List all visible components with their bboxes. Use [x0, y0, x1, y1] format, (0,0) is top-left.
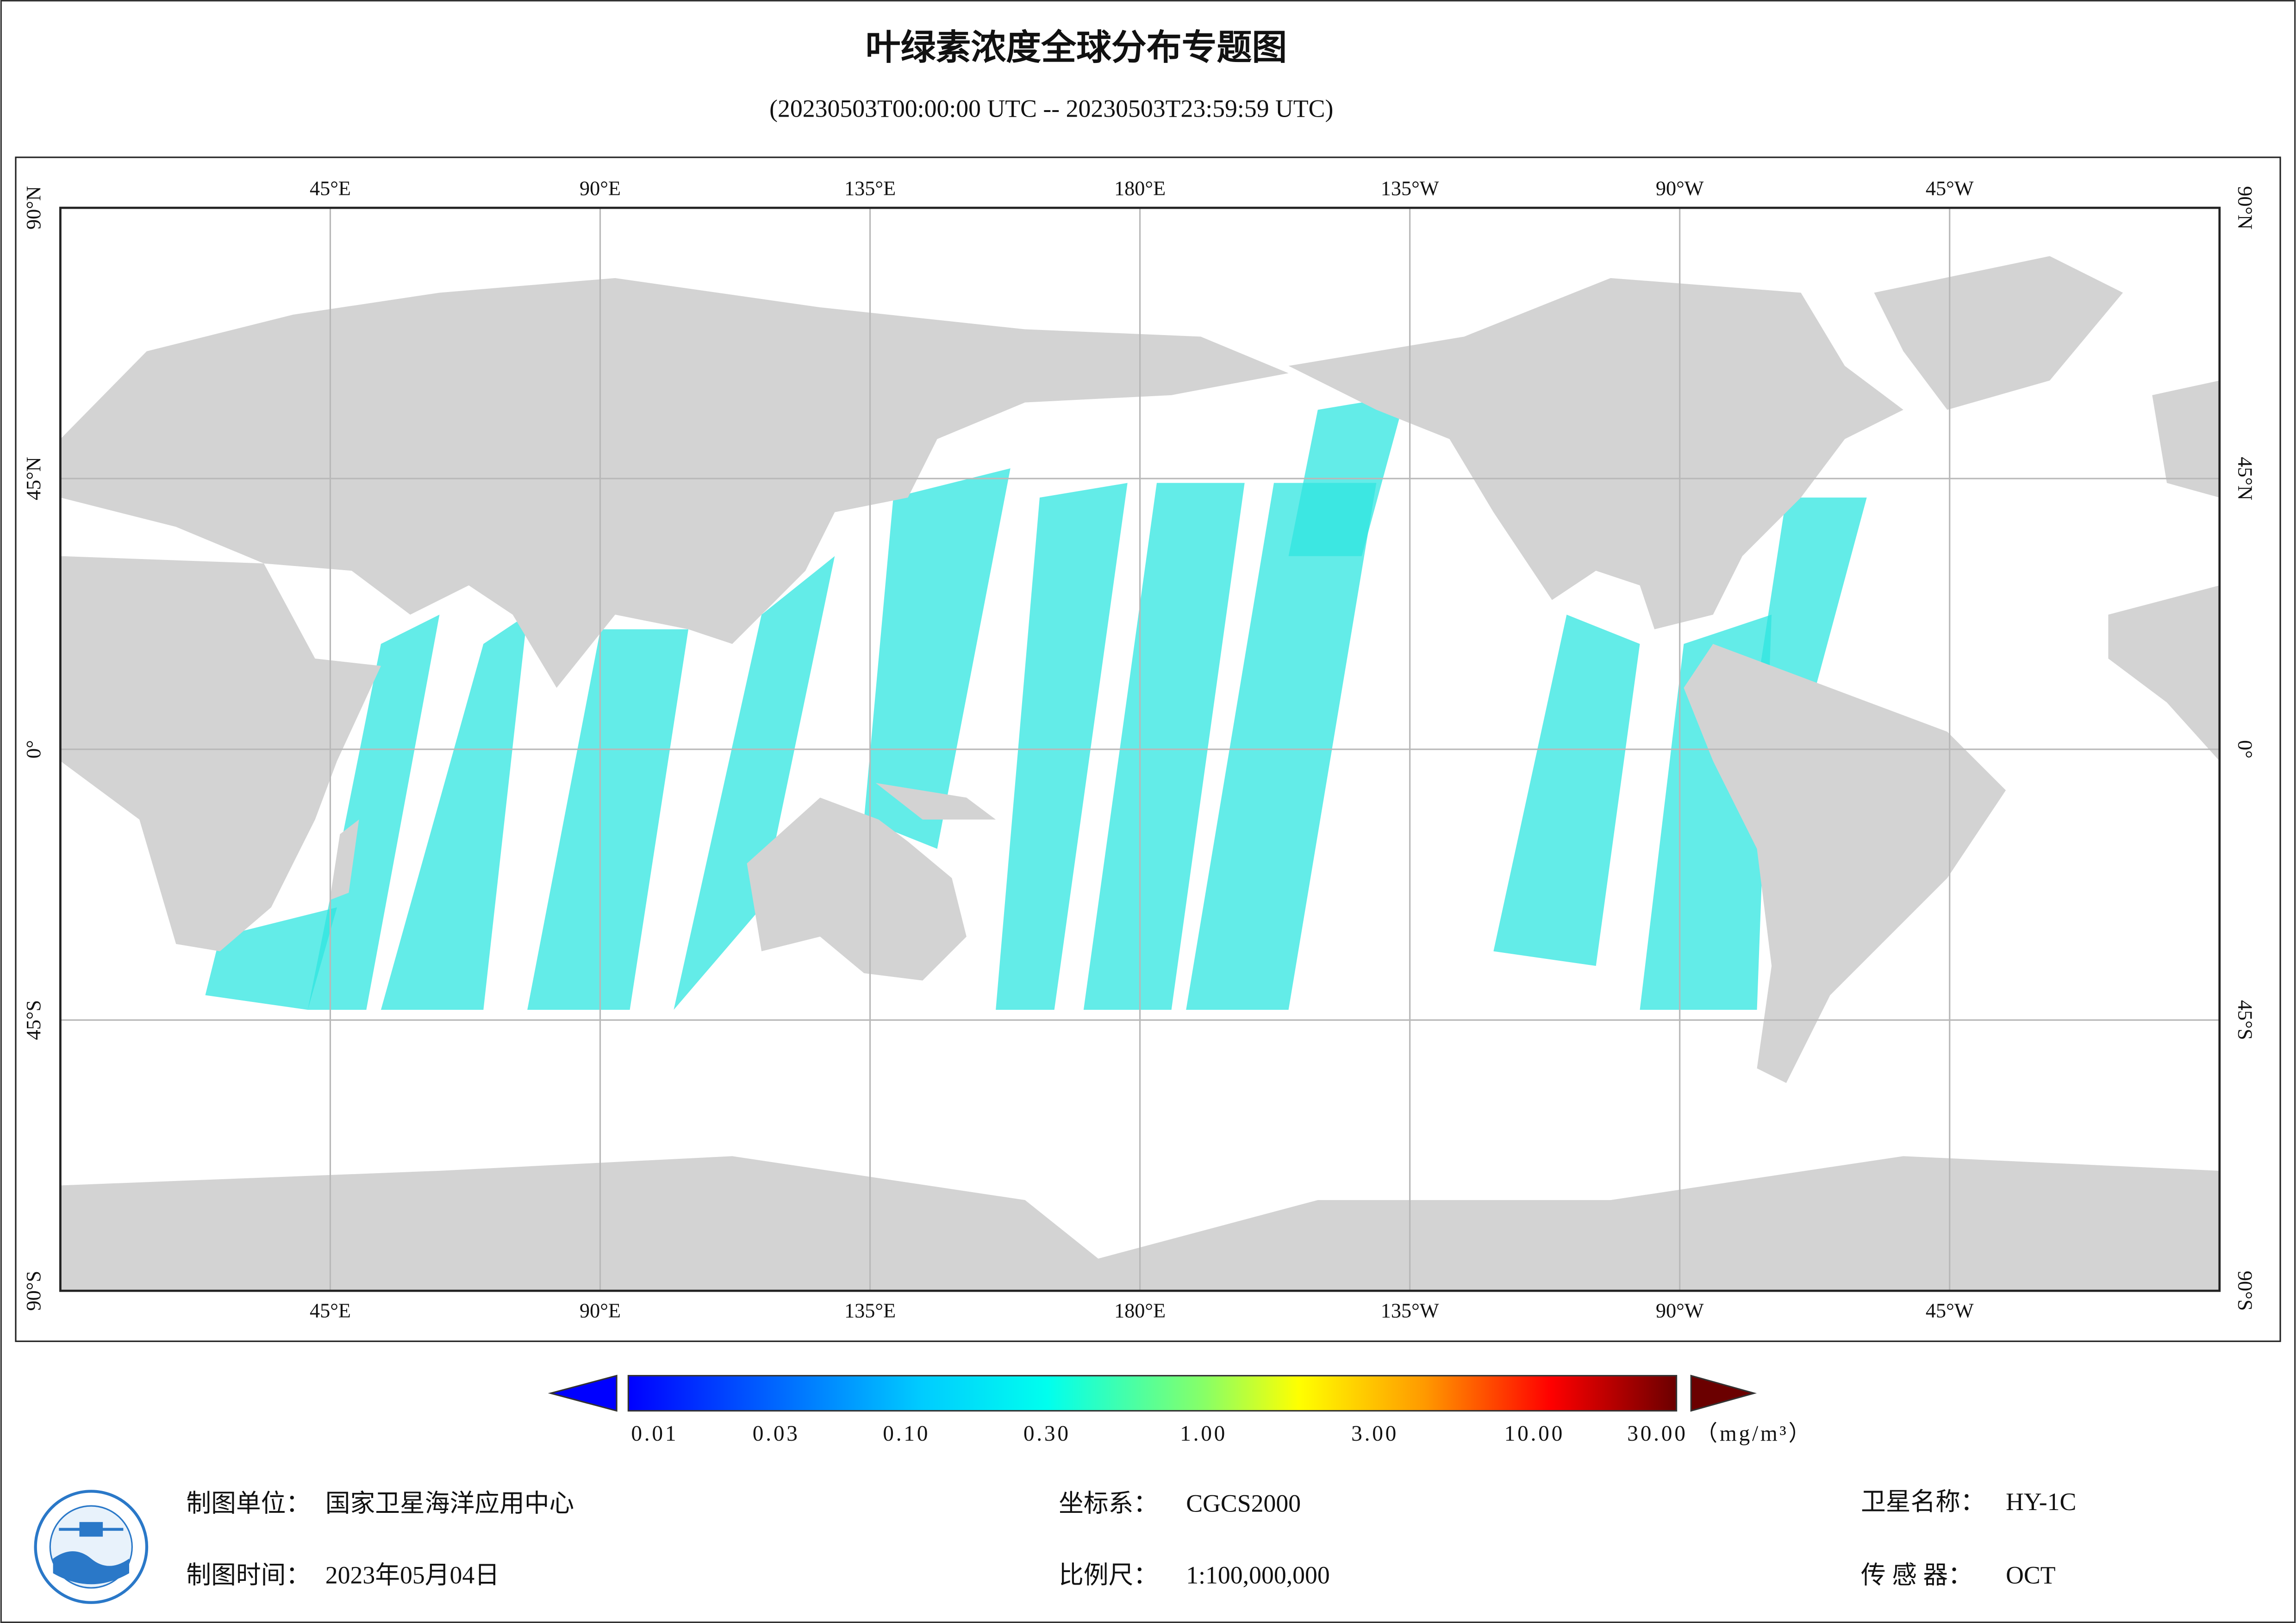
lon-label-top: 45°W — [1926, 177, 1974, 199]
new-guinea — [875, 783, 996, 820]
swath — [527, 629, 689, 1010]
lat-label-left: 45°S — [22, 1000, 45, 1040]
lon-label-bottom: 45°E — [310, 1300, 351, 1322]
colorbar-tick-label: 10.00 — [1504, 1422, 1565, 1446]
lon-label-top: 180°E — [1114, 177, 1166, 199]
date-value: 2023年05月04日 — [325, 1561, 499, 1589]
sensor-label: 传 感 器： — [1861, 1561, 1973, 1589]
swath — [381, 615, 528, 1010]
lon-label-bottom: 180°E — [1114, 1300, 1166, 1322]
lon-label-top: 90°W — [1656, 177, 1704, 199]
sensor-value: OCT — [2006, 1561, 2056, 1589]
colorbar-tick-label: 0.30 — [1023, 1422, 1071, 1446]
map-content — [60, 208, 2220, 1291]
colorbar-tick-label: 3.00 — [1351, 1422, 1398, 1446]
eurasia — [60, 278, 1289, 688]
lat-label-right: 90°N — [2234, 186, 2256, 230]
lon-label-top: 45°E — [310, 177, 351, 199]
europe-west — [2152, 380, 2220, 498]
producer-label: 制图单位： — [186, 1489, 311, 1517]
lat-label-left: 0° — [22, 740, 45, 759]
crs-label: 坐标系： — [1059, 1489, 1158, 1517]
lon-label-top: 90°E — [580, 177, 621, 199]
footer: 制图单位： 国家卫星海洋应用中心 制图时间： 2023年05月04日 坐标系： … — [186, 1488, 2076, 1589]
satellite-label: 卫星名称： — [1861, 1488, 1985, 1516]
lat-label-right: 0° — [2234, 740, 2256, 759]
colorbar-unit: （mg/m³） — [1696, 1422, 1813, 1446]
map-neatline — [59, 206, 2221, 1292]
logo — [34, 1490, 149, 1604]
africa-west — [2108, 585, 2220, 761]
south-america — [1684, 644, 2006, 1083]
colorbar-tick-label: 0.10 — [883, 1422, 930, 1446]
lon-label-bottom: 135°W — [1381, 1300, 1439, 1322]
swath — [674, 556, 835, 1010]
swath — [996, 483, 1128, 1010]
logo-waves — [53, 1551, 130, 1585]
swath — [864, 468, 1011, 849]
australia — [747, 797, 967, 981]
scale-value: 1:100,000,000 — [1186, 1561, 1330, 1589]
africa — [60, 556, 381, 951]
lon-label-top: 135°W — [1381, 177, 1439, 199]
colorbar: 0.01 0.03 0.10 0.30 1.00 3.00 10.00 30.00 （mg/m… — [548, 1374, 1813, 1446]
producer-value: 国家卫星海洋应用中心 — [325, 1489, 574, 1517]
map-subtitle: (20230503T00:00:00 UTC -- 20230503T23:59… — [769, 95, 1333, 123]
date-label: 制图时间： — [186, 1561, 311, 1589]
graticule — [60, 208, 2220, 1291]
lat-label-right: 45°S — [2234, 1000, 2256, 1040]
swath — [307, 615, 440, 1010]
colorbar-ticks: 0.01 0.03 0.10 0.30 1.00 3.00 10.00 30.00 — [631, 1422, 1687, 1446]
colorbar-tick-label: 0.01 — [631, 1422, 678, 1446]
map-frame — [15, 156, 2281, 1342]
lat-label-left: 45°N — [22, 457, 45, 500]
colorbar-tick-label: 0.03 — [753, 1422, 800, 1446]
swath — [1186, 483, 1377, 1010]
swath — [1757, 497, 1867, 688]
colorbar-tick-label: 30.00 — [1627, 1422, 1687, 1446]
chlorophyll-swaths — [205, 395, 1867, 1010]
swath — [1083, 483, 1245, 1010]
lat-label-right: 45°N — [2234, 457, 2256, 500]
colorbar-ramp — [627, 1374, 1678, 1412]
colorbar-low-arrow — [548, 1374, 618, 1412]
lat-label-right: 90°S — [2234, 1271, 2256, 1311]
north-america — [1288, 278, 1903, 629]
map-title: 叶绿素浓度全球分布专题图 — [866, 27, 1287, 68]
lat-label-left: 90°S — [22, 1271, 45, 1311]
lon-label-bottom: 45°W — [1926, 1300, 1974, 1322]
lon-label-top: 135°E — [844, 177, 896, 199]
lon-label-bottom: 90°W — [1656, 1300, 1704, 1322]
colorbar-high-arrow — [1690, 1374, 1757, 1412]
scale-label: 比例尺： — [1059, 1561, 1158, 1589]
swath — [1288, 395, 1406, 556]
swath — [1493, 615, 1640, 966]
lon-label-bottom: 135°E — [844, 1300, 896, 1322]
lat-label-left: 90°N — [22, 186, 45, 230]
satellite-value: HY-1C — [2006, 1488, 2076, 1516]
greenland — [1874, 256, 2123, 410]
colorbar-tick-label: 1.00 — [1180, 1422, 1227, 1446]
madagascar — [330, 819, 359, 900]
lon-label-bottom: 90°E — [580, 1300, 621, 1322]
crs-value: CGCS2000 — [1186, 1489, 1301, 1517]
graticule-labels: 45°E 45°E 90°E 90°E 135°E 135°E 180°E 180°E 135°… — [22, 177, 2256, 1322]
